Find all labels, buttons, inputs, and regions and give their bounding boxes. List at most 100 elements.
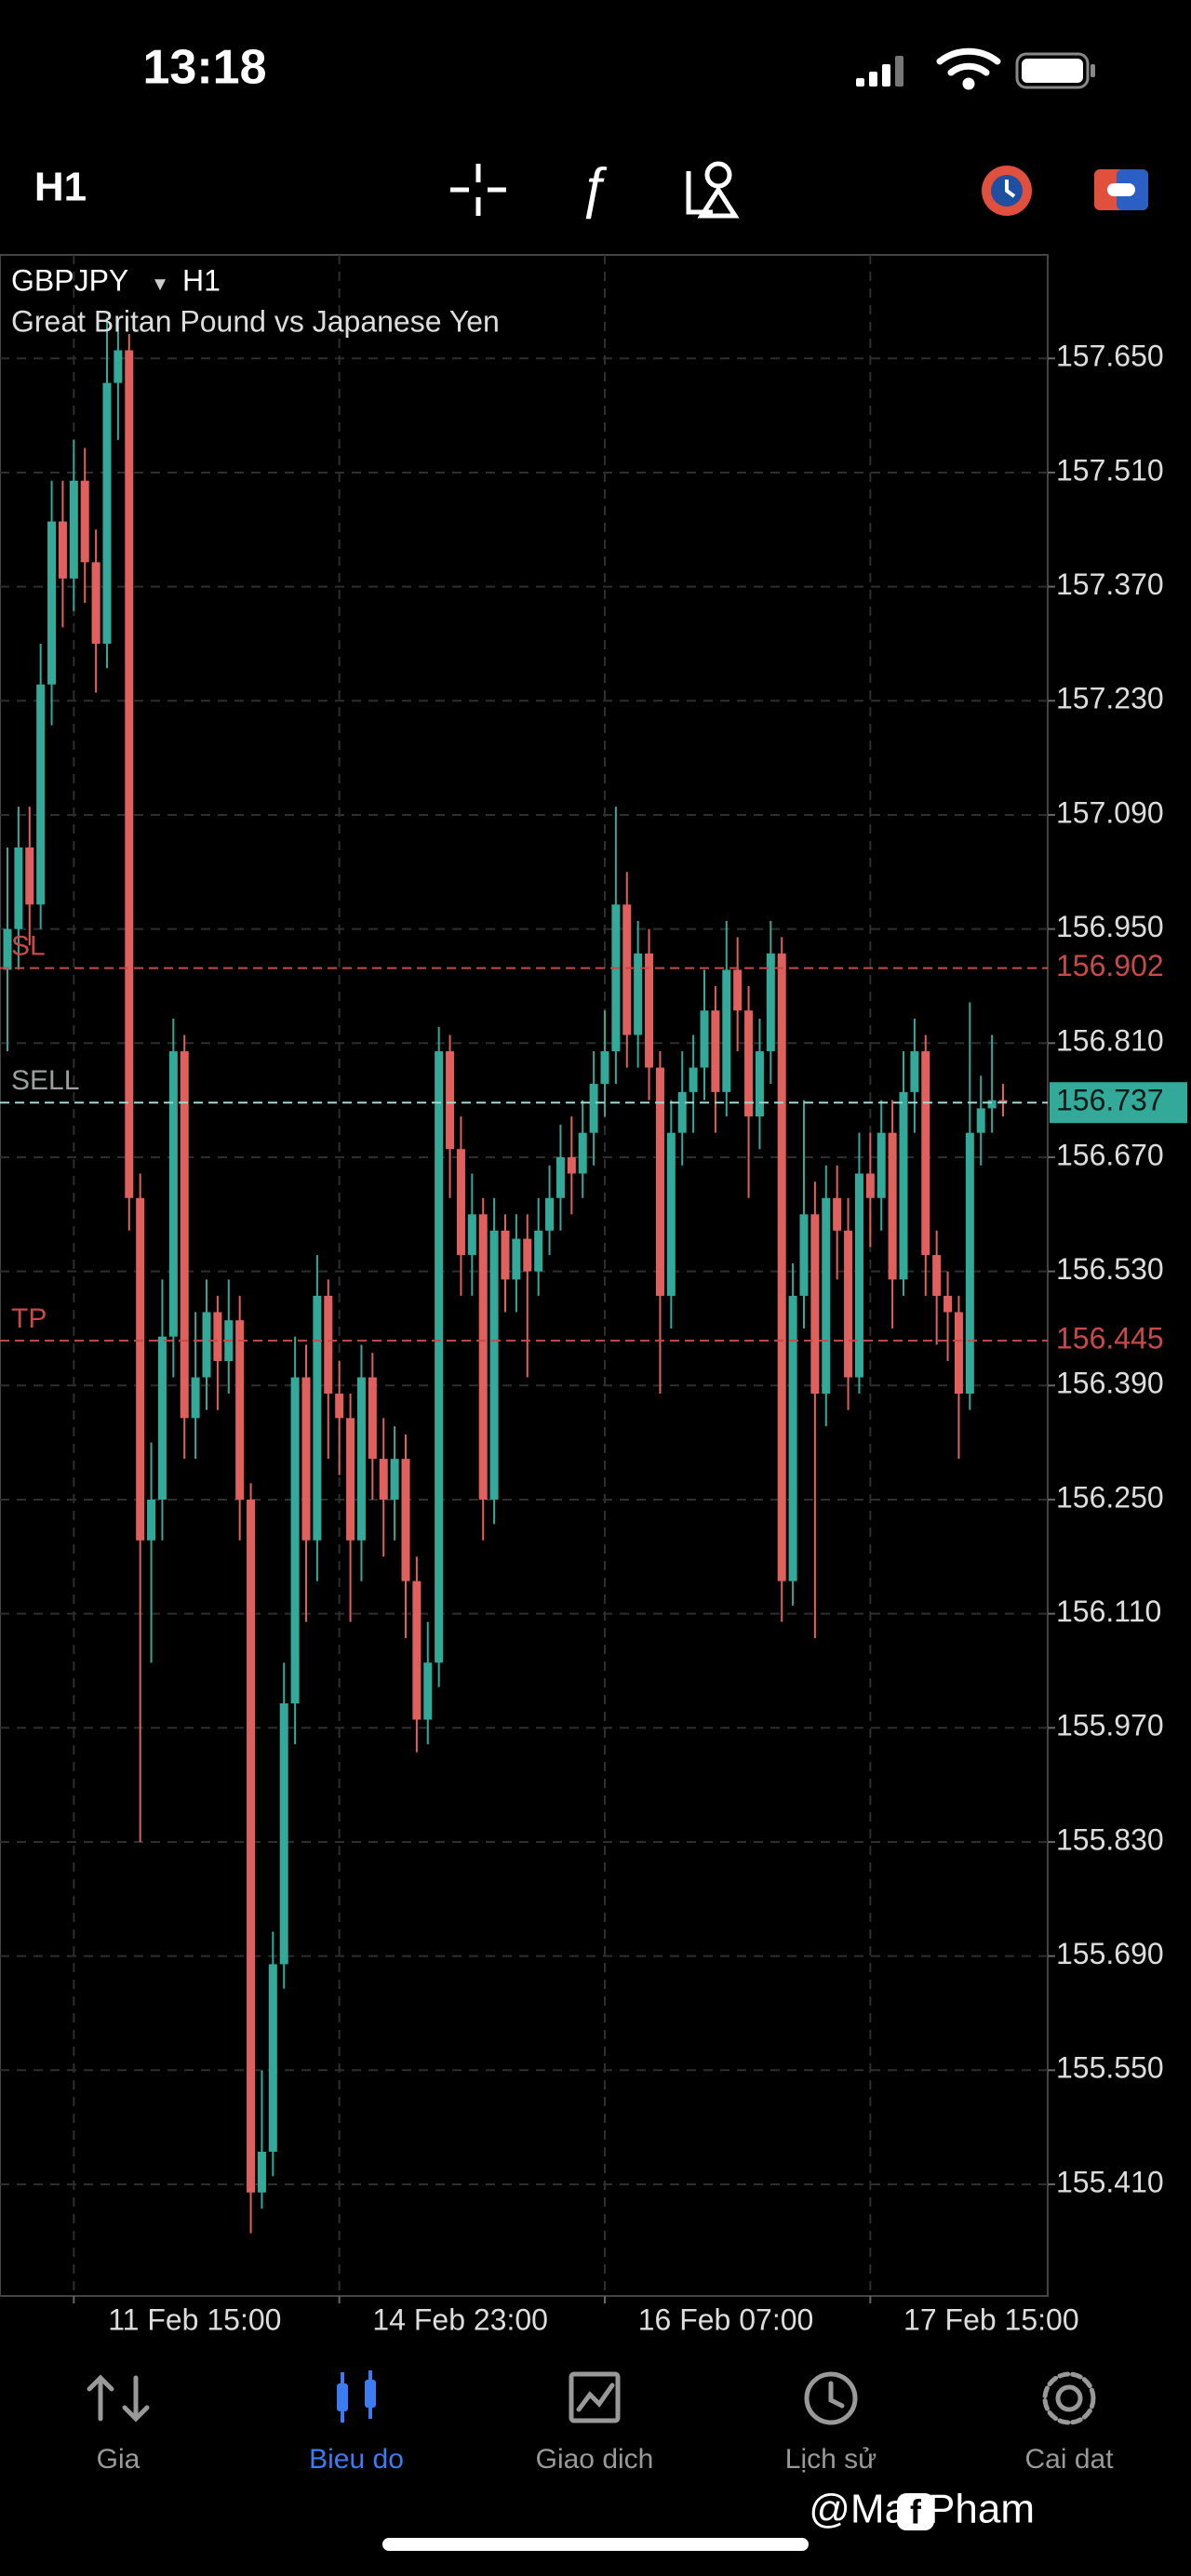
candle-body [910, 1051, 919, 1092]
candle-body [268, 1964, 277, 2152]
level-price: 156.445 [1056, 1322, 1164, 1355]
watermark-icon-f: f [910, 2493, 922, 2531]
candle-body [578, 1132, 587, 1174]
x-tick-label: 17 Feb 15:00 [903, 2302, 1079, 2336]
candle-body [512, 1238, 521, 1280]
candle-body [677, 1091, 687, 1133]
y-tick-label: 155.410 [1056, 2165, 1164, 2198]
nav-label[interactable]: Cai dat [1024, 2444, 1114, 2475]
x-tick-label: 11 Feb 15:00 [108, 2302, 281, 2336]
candle-body [301, 1377, 311, 1541]
chart-timeframe: H1 [182, 263, 221, 297]
candle-body [766, 953, 775, 1052]
candle-body [202, 1312, 211, 1378]
nav-label[interactable]: Gia [97, 2444, 141, 2475]
candle-body [102, 382, 112, 644]
candle-body [412, 1581, 422, 1720]
candle-body [390, 1459, 399, 1500]
nav-label[interactable]: Giao dich [536, 2444, 654, 2475]
candle-body [777, 953, 786, 1582]
candle-body [335, 1394, 344, 1419]
candle-body [634, 953, 643, 1035]
candle-body [655, 1067, 664, 1296]
trade-button[interactable] [982, 166, 1032, 216]
candle-body [987, 1100, 997, 1109]
candle-body [257, 2151, 266, 2193]
crosshair-button[interactable] [450, 164, 506, 216]
candle-body [47, 521, 57, 685]
candle-body [3, 928, 12, 970]
candle-body [80, 480, 89, 563]
candle-body [523, 1238, 532, 1272]
candle-body [810, 1214, 820, 1395]
candle-body [423, 1662, 433, 1720]
candle-body [25, 847, 34, 905]
candle-body [467, 1214, 476, 1256]
nav-label[interactable]: Bieu do [309, 2444, 404, 2475]
candle-body [611, 904, 621, 1052]
candle-body [799, 1214, 809, 1296]
y-tick-label: 155.550 [1056, 2051, 1164, 2085]
status-time: 13:18 [143, 41, 267, 95]
level-label: SL [11, 931, 46, 962]
chart-symbol[interactable]: GBPJPY [11, 263, 128, 297]
candle-body [822, 1197, 831, 1395]
candle-body [114, 350, 123, 383]
candle-body [489, 1230, 499, 1500]
y-tick-label: 155.690 [1056, 1937, 1164, 1970]
candle-body [965, 1132, 974, 1395]
chart-description: Great Britan Pound vs Japanese Yen [11, 304, 500, 338]
candle-body [69, 480, 78, 579]
y-tick-label: 155.830 [1056, 1822, 1164, 1856]
candle-body [58, 521, 67, 579]
candle-body [157, 1336, 167, 1500]
indicators-button[interactable]: ƒ [578, 156, 609, 219]
candle-body [567, 1156, 576, 1174]
candle-body [36, 684, 46, 905]
y-tick-label: 156.530 [1056, 1252, 1164, 1286]
candle-body [180, 1051, 189, 1419]
candle-body [700, 1010, 709, 1068]
candle-body [147, 1499, 156, 1541]
candle-body [435, 1051, 444, 1663]
wifi-icon [936, 47, 1001, 90]
candle-body [91, 562, 100, 644]
y-tick-label: 155.970 [1056, 1709, 1164, 1742]
battery-icon [1015, 52, 1095, 89]
y-tick-label: 156.810 [1056, 1024, 1164, 1058]
account-button[interactable] [1094, 169, 1148, 210]
candle-body [976, 1108, 985, 1133]
candle-body [755, 1051, 764, 1117]
y-tick-label: 157.650 [1056, 340, 1164, 373]
candle-body [324, 1295, 333, 1395]
candle-body [456, 1149, 465, 1256]
y-tick-label: 156.250 [1056, 1480, 1164, 1514]
nav-label[interactable]: Lịch sử [785, 2444, 877, 2475]
candle-body [788, 1295, 797, 1582]
candle-body [711, 1010, 720, 1092]
chart-frame [0, 254, 1049, 2297]
level-price: 156.737 [1056, 1084, 1164, 1117]
candle-body [899, 1091, 908, 1280]
candle-body [865, 1173, 875, 1198]
y-tick-label: 156.950 [1056, 910, 1164, 943]
candle-body [844, 1230, 853, 1378]
y-tick-label: 157.370 [1056, 567, 1164, 601]
nav-icon [87, 2371, 1096, 2425]
x-tick-label: 14 Feb 23:00 [372, 2302, 548, 2336]
candle-body [290, 1377, 300, 1704]
candle-body [833, 1197, 842, 1231]
candle-body [954, 1312, 963, 1395]
candle-body [854, 1173, 863, 1378]
timeframe-button[interactable]: H1 [34, 165, 87, 210]
symbol-caret[interactable]: ▾ [154, 271, 166, 296]
objects-button[interactable] [686, 161, 740, 219]
y-tick-label: 157.510 [1056, 453, 1164, 487]
watermark-icon [897, 2493, 934, 2530]
signal-icon [856, 56, 903, 87]
candle-body [545, 1197, 555, 1231]
candle-body [666, 1132, 676, 1296]
candle-body [888, 1132, 897, 1280]
candle-body [235, 1320, 245, 1500]
